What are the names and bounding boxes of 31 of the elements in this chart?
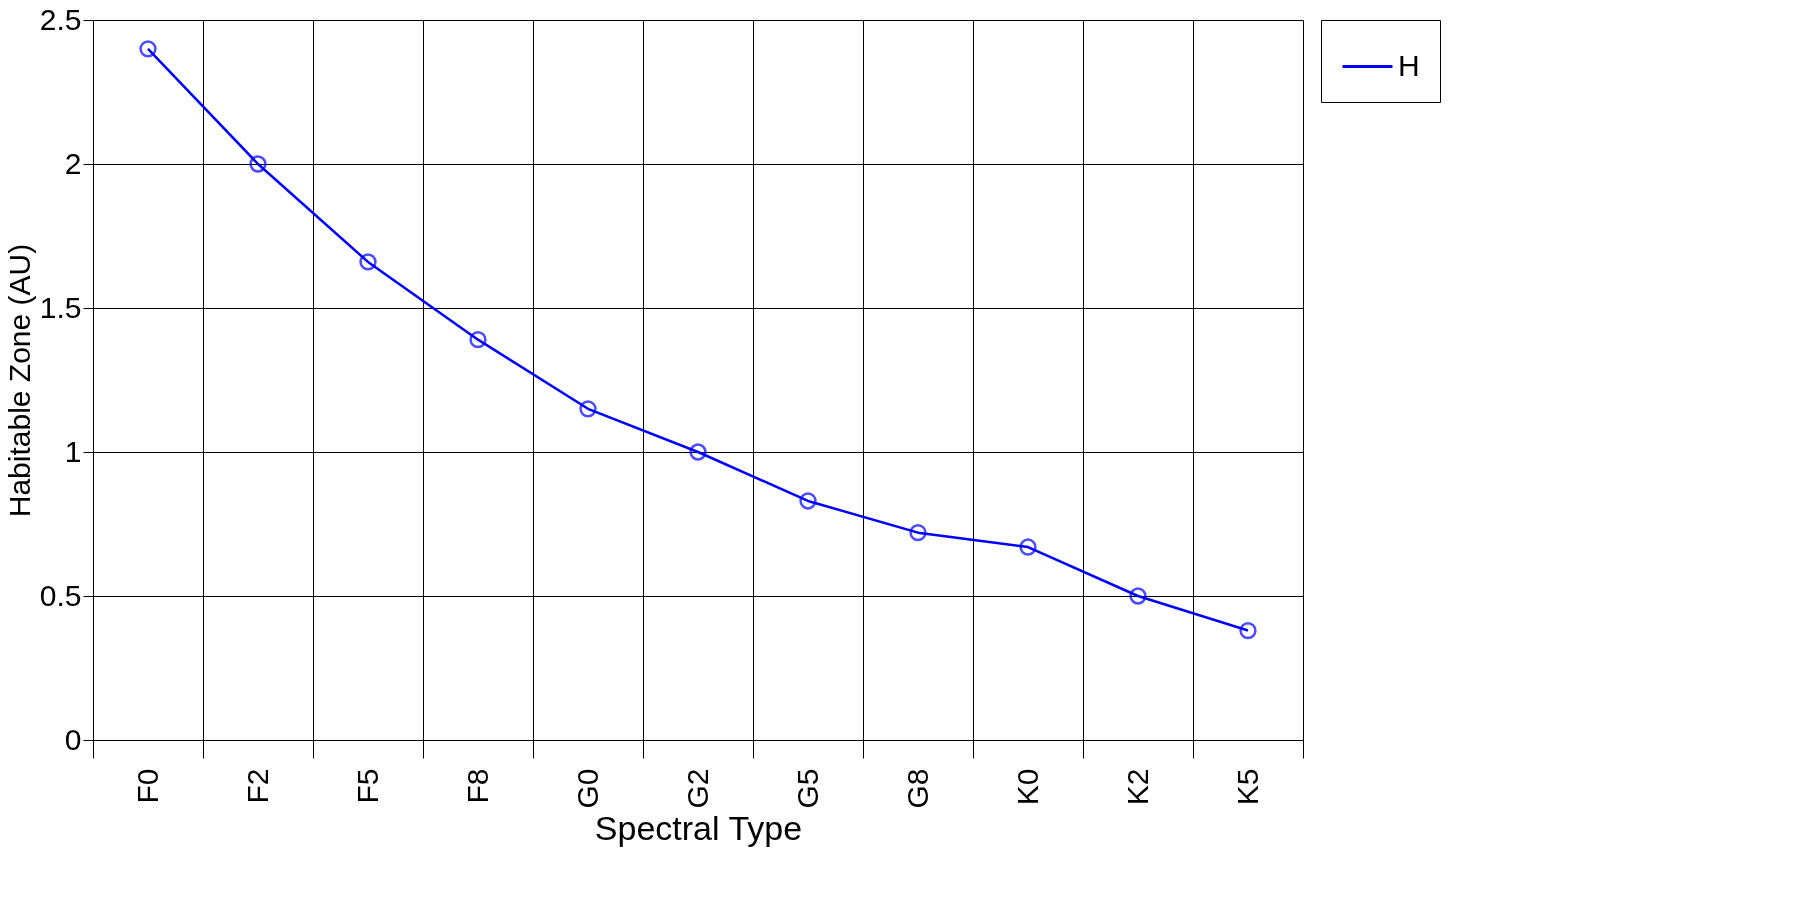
x-tick-label: G0 [570,768,604,809]
y-tick-label: 0 [64,722,82,756]
point [909,523,927,542]
x-tick-label: G8 [900,768,934,809]
point [139,40,157,58]
y-tick-label: 1.5 [39,290,82,324]
x-tick-label: G2 [680,768,714,809]
point [689,443,707,461]
x-tick-label: F5 [350,768,384,804]
y-tick-label: 1 [64,434,82,468]
point [1129,587,1147,605]
point [579,400,597,418]
point [799,492,817,510]
x-tick-label: F8 [460,768,494,804]
y-tick-label: 2 [64,146,82,180]
y-tick-label: 2.5 [39,2,82,36]
point [469,331,487,349]
x-tick-label: F0 [130,768,164,804]
point [359,253,377,271]
legend-label: H [1398,48,1420,82]
point [1019,538,1037,556]
x-tick-label: K2 [1120,768,1154,806]
x-tick-label: K5 [1230,768,1264,806]
point [249,155,267,173]
point [1239,621,1257,640]
x-tick-label: F2 [240,768,274,804]
y-tick-label: 0.5 [39,578,82,612]
x-axis-title: Spectral Type [594,808,803,847]
x-tick-label: G5 [790,768,824,809]
x-tick-label: K0 [1010,768,1044,806]
y-axis-title: Habitable Zone (AU) [2,243,36,518]
